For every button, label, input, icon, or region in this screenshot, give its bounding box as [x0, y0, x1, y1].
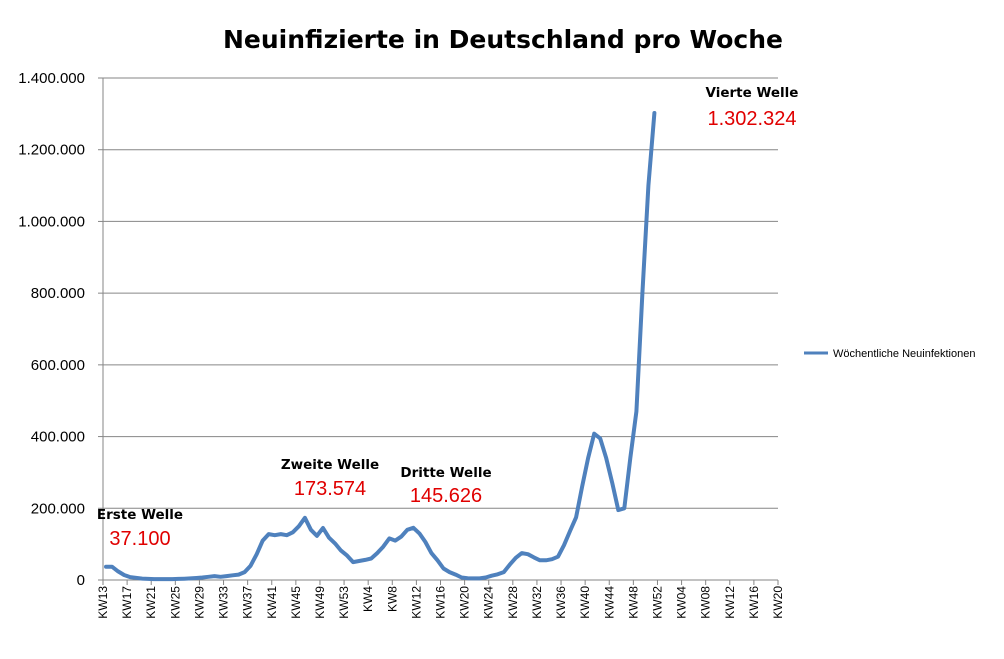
x-tick-label: KW48 — [626, 586, 640, 619]
gridlines — [98, 77, 778, 581]
y-tick-label: 0 — [77, 572, 85, 589]
x-tick-label: KW12 — [723, 586, 737, 619]
x-tick-label: KW32 — [530, 586, 544, 619]
x-tick-label: KW16 — [434, 586, 448, 619]
x-tick-label: KW16 — [747, 586, 761, 619]
x-tick-labels: KW13 KW17 KW21 KW25 KW29 KW33 KW37 KW41 KW45 KW49… — [96, 586, 785, 619]
axes — [102, 78, 779, 585]
annotation-vierte-welle-value: 1.302.324 — [708, 108, 797, 130]
y-tick-label: 800.000 — [31, 285, 85, 302]
legend: Wöchentliche Neuinfektionen — [804, 348, 975, 360]
x-tick-label: KW17 — [120, 586, 134, 619]
y-tick-labels: 0 200.000 400.000 600.000 800.000 1.000.000 1.… — [18, 70, 85, 589]
wave-annotations: Erste Welle 37.100 Zweite Welle 173.574 … — [97, 85, 799, 550]
x-tick-label: KW08 — [699, 586, 713, 619]
x-tick-label: KW12 — [409, 586, 423, 619]
x-tick-label: KW13 — [96, 586, 110, 619]
y-tick-label: 600.000 — [31, 357, 85, 374]
annotation-dritte-welle-value: 145.626 — [410, 485, 482, 507]
x-tick-label: KW28 — [506, 586, 520, 619]
annotation-vierte-welle-label: Vierte Welle — [706, 85, 799, 101]
x-tick-label: KW20 — [458, 586, 472, 619]
x-tick-label: KW24 — [482, 586, 496, 619]
x-tick-label: KW45 — [289, 586, 303, 619]
chart-title: Neuinfizierte in Deutschland pro Woche — [223, 25, 783, 54]
legend-label: Wöchentliche Neuinfektionen — [833, 348, 975, 360]
y-tick-label: 1.000.000 — [18, 213, 85, 230]
x-tick-label: KW41 — [265, 586, 279, 619]
y-tick-label: 1.200.000 — [18, 142, 85, 159]
x-tick-label: KW44 — [602, 586, 616, 619]
y-tick-label: 200.000 — [31, 500, 85, 517]
series-group — [104, 111, 657, 582]
annotation-dritte-welle-label: Dritte Welle — [400, 465, 491, 481]
x-tick-label: KW4 — [361, 586, 375, 612]
y-tick-label: 400.000 — [31, 429, 85, 446]
x-tick-label: KW37 — [241, 586, 255, 619]
y-tick-label: 1.400.000 — [18, 70, 85, 87]
x-tick-label: KW49 — [313, 586, 327, 619]
x-tick-label: KW52 — [650, 586, 664, 619]
x-tick-label: KW40 — [578, 586, 592, 619]
x-tick-label: KW20 — [771, 586, 785, 619]
x-tick-label: KW33 — [217, 586, 231, 619]
x-tick-label: KW04 — [675, 586, 689, 619]
annotation-zweite-welle-value: 173.574 — [294, 478, 366, 500]
x-tick-label: KW25 — [168, 586, 182, 619]
x-tick-label: KW8 — [385, 586, 399, 612]
annotation-zweite-welle-label: Zweite Welle — [281, 457, 379, 473]
annotation-erste-welle-value: 37.100 — [109, 528, 170, 550]
x-tick-label: KW29 — [192, 586, 206, 619]
x-tick-label: KW36 — [554, 586, 568, 619]
series-line — [104, 111, 657, 582]
x-tick-label: KW21 — [144, 586, 158, 619]
annotation-erste-welle-label: Erste Welle — [97, 507, 183, 523]
x-tick-label: KW53 — [337, 586, 351, 619]
